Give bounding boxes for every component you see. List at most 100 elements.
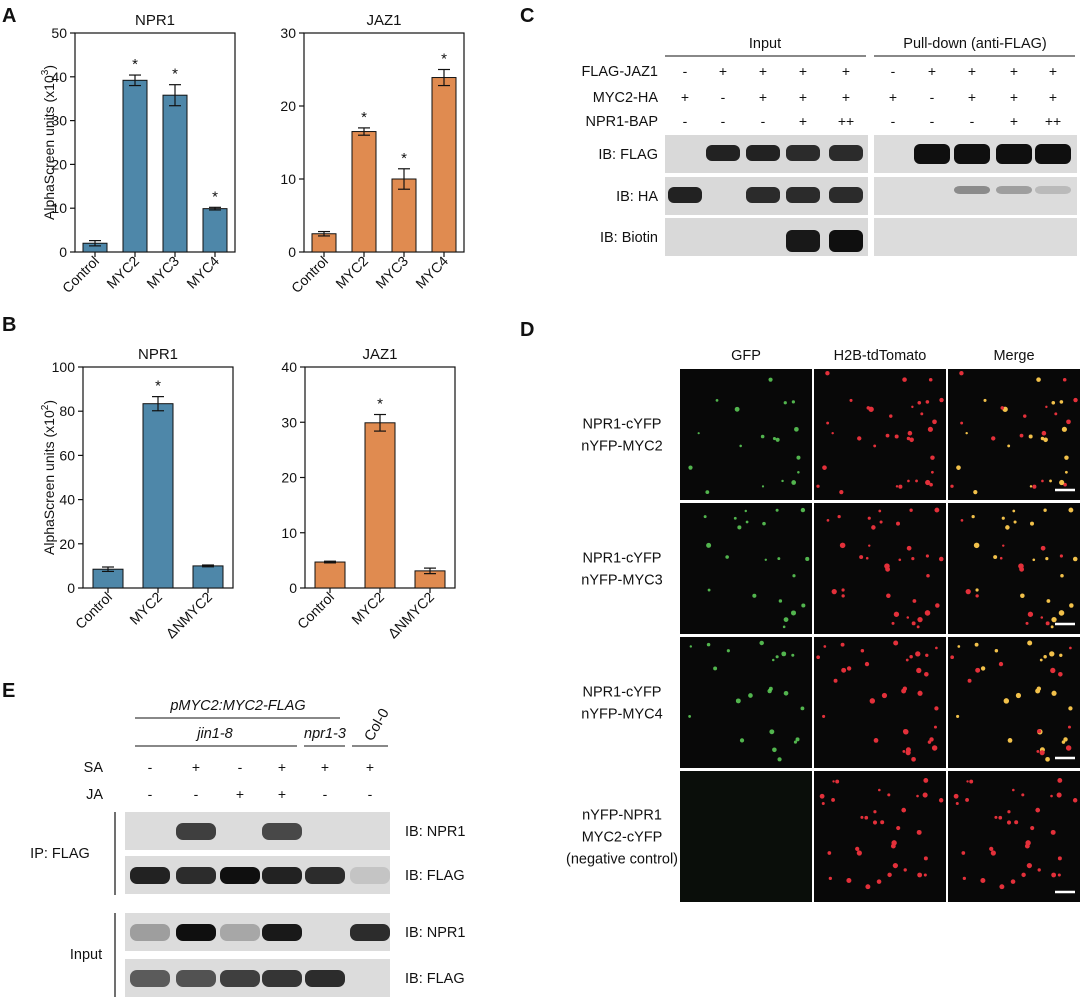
genotype-label: Col-0 [362, 706, 393, 744]
y-tick-label: 50 [51, 25, 67, 41]
sign-cell: + [842, 89, 850, 105]
nucleus-spot [878, 788, 881, 792]
gfp-spot [768, 377, 773, 382]
merge-spot [1018, 563, 1024, 569]
nucleus-spot [872, 820, 878, 825]
merge-spot [1025, 621, 1029, 625]
merge-spot [969, 779, 974, 784]
group-label-input: Input [749, 36, 781, 52]
x-tick-label: Control [72, 589, 115, 632]
merge-spot [1032, 558, 1036, 562]
row-label: MYC2-cYFP [582, 830, 663, 846]
x-tick-label: MYC3 [143, 253, 182, 292]
nucleus-spot [929, 737, 934, 742]
merge-spot [1059, 479, 1065, 486]
band [350, 867, 390, 884]
merge-spot [950, 655, 954, 660]
gfp-spot [791, 400, 795, 404]
sign-cell: - [148, 786, 153, 802]
nucleus-spot [901, 807, 907, 813]
nucleus-spot [881, 692, 888, 699]
y-tick-label: 0 [59, 244, 67, 260]
sign-cell: - [323, 786, 328, 802]
nucleus-spot [866, 406, 871, 410]
merge-spot [950, 484, 954, 488]
sign-cell: + [1010, 89, 1018, 105]
row-label: NPR1-BAP [585, 114, 658, 130]
nucleus-spot [880, 820, 885, 825]
gfp-spot [783, 690, 789, 696]
bar-myc2 [122, 79, 148, 253]
merge-spot [974, 642, 979, 647]
sign-cell: - [930, 89, 935, 105]
merge-spot [1066, 419, 1071, 425]
merge-spot [1065, 745, 1072, 751]
nucleus-spot [915, 479, 918, 483]
y-axis-label-close: ) [41, 65, 57, 70]
merge-spot [1050, 794, 1053, 798]
merge-spot [1003, 698, 1010, 704]
sign-cell: + [1049, 89, 1057, 105]
sign-cell: - [930, 113, 935, 129]
nucleus-spot [907, 479, 910, 483]
sign-cell: - [891, 113, 896, 129]
merge-spot [1059, 653, 1063, 657]
nucleus-spot [846, 666, 852, 671]
nucleus-spot [831, 798, 835, 802]
x-tick-label: ΔNMYC2 [163, 589, 216, 642]
gfp-spot [697, 432, 700, 435]
gfp-spot [706, 642, 711, 647]
gfp-spot [793, 740, 798, 744]
merge-spot [1046, 599, 1051, 603]
chart-b-npr1: NPR1 0 20 40 60 80 100 AlphaScreen units (x102)… [40, 346, 234, 642]
band [1035, 186, 1071, 194]
sign-cell: + [1010, 113, 1018, 129]
significance-star: * [212, 188, 218, 205]
y-tick-label: 0 [288, 244, 296, 260]
y-tick-label: 0 [289, 580, 297, 596]
merge-spot [1051, 872, 1057, 878]
band [350, 924, 390, 941]
band [262, 823, 302, 840]
nucleus-spot [906, 545, 912, 551]
sign-cell: + [759, 63, 767, 79]
nucleus-spot [928, 377, 933, 382]
bar-myc2 [351, 131, 377, 253]
nucleus-spot [828, 876, 832, 880]
significance-star: * [377, 396, 383, 413]
sign-cell: - [970, 113, 975, 129]
nucleus-spot [905, 658, 909, 662]
band [305, 970, 345, 987]
merge-spot [1064, 470, 1068, 474]
sign-cell: + [889, 89, 897, 105]
gfp-spot [713, 666, 718, 671]
y-tick-label: 20 [280, 98, 296, 114]
bar-control [314, 561, 346, 589]
merge-spot [1007, 810, 1011, 814]
nucleus-spot [826, 421, 830, 425]
gfp-spot [777, 757, 782, 762]
sign-cell: ++ [1045, 113, 1061, 129]
y-tick-label: 100 [52, 359, 76, 375]
merge-spot [1036, 377, 1041, 382]
band [130, 924, 170, 941]
merge-spot [980, 666, 986, 671]
merge-spot [961, 851, 966, 855]
sign-cell: - [761, 113, 766, 129]
merge-spot [1002, 544, 1005, 547]
sign-cell: + [278, 759, 286, 775]
row-label: FLAG-JAZ1 [581, 64, 658, 80]
merge-spot [1014, 820, 1019, 825]
chart-title: NPR1 [138, 346, 178, 363]
band [262, 970, 302, 987]
nucleus-spot [896, 825, 901, 831]
y-axis-label-text: AlphaScreen units (x10 [41, 410, 57, 555]
nucleus-spot [827, 851, 832, 855]
nucleus-spot [840, 642, 845, 647]
merge-spot [1027, 640, 1033, 646]
treatment-label: JA [86, 787, 103, 803]
merge-spot [1001, 516, 1005, 520]
nucleus-spot [902, 729, 908, 734]
nucleus-spot [909, 508, 913, 512]
